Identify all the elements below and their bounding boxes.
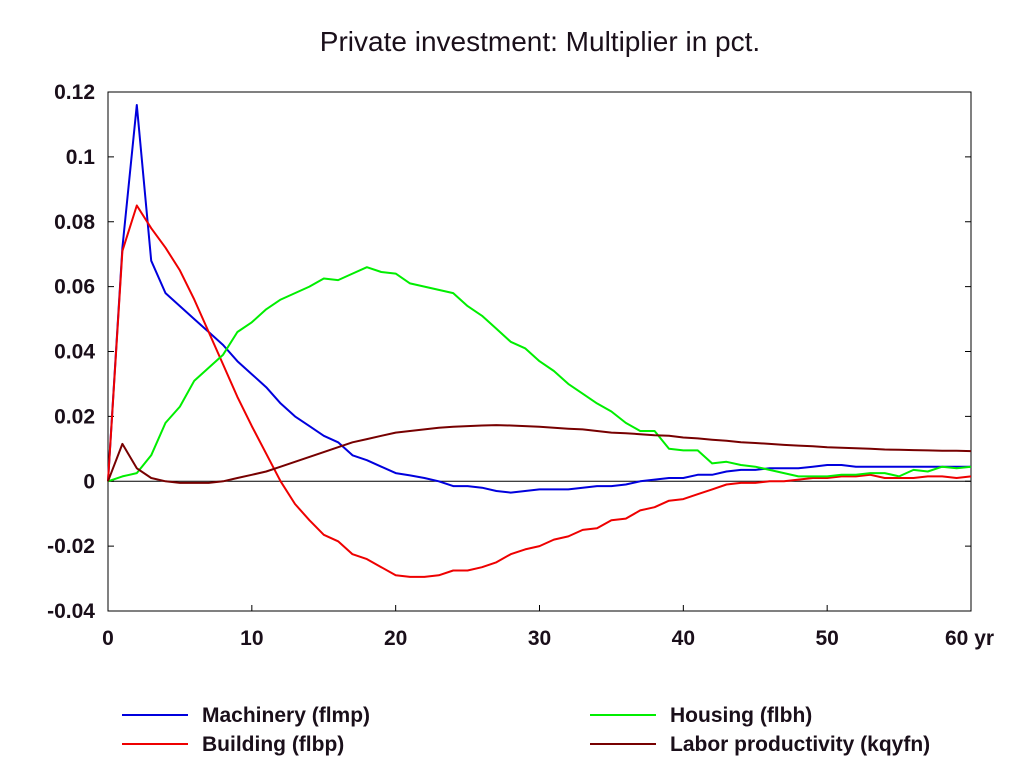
- chart-title: Private investment: Multiplier in pct.: [320, 26, 760, 57]
- y-tick-label: 0.08: [54, 211, 95, 234]
- legend-label: Building (flbp): [202, 733, 344, 756]
- series-line-2: [107, 204, 972, 578]
- series-line-3: [107, 266, 972, 483]
- legend-label: Machinery (flmp): [202, 704, 370, 727]
- plot-frame: [107, 91, 972, 612]
- legend-label: Labor productivity (kqyfn): [670, 733, 930, 756]
- y-tick-label: -0.02: [47, 535, 95, 558]
- y-tick-label: 0.12: [54, 81, 95, 104]
- x-tick-label: 40: [672, 627, 695, 650]
- x-tick-label: 10: [240, 627, 263, 650]
- y-tick-label: -0.04: [47, 600, 95, 623]
- y-tick-label: 0.1: [66, 146, 96, 169]
- series-line-1: [107, 104, 971, 494]
- legend: Machinery (flmp) Building (flbp) Housing (…: [122, 704, 930, 756]
- x-tick-label: 50: [815, 627, 838, 650]
- axis-ticks: -0.04 -0.02 0 0.02 0.04 0.06 0.08 0.1 0.12 0 10 20 3…: [47, 81, 994, 650]
- y-tick-label: 0: [83, 470, 95, 493]
- x-tick-label: 20: [384, 627, 407, 650]
- y-tick-label: 0.06: [54, 276, 95, 299]
- x-tick-label: 0: [102, 627, 114, 650]
- y-tick-label: 0.02: [54, 405, 95, 428]
- y-tick-label: 0.04: [54, 341, 95, 364]
- series-line-4: [107, 424, 972, 484]
- legend-label: Housing (flbh): [670, 704, 812, 727]
- x-tick-label: 30: [528, 627, 551, 650]
- plot-border: [107, 91, 972, 612]
- x-tick-label: 60 yr: [945, 627, 994, 650]
- series-lines: [107, 104, 972, 578]
